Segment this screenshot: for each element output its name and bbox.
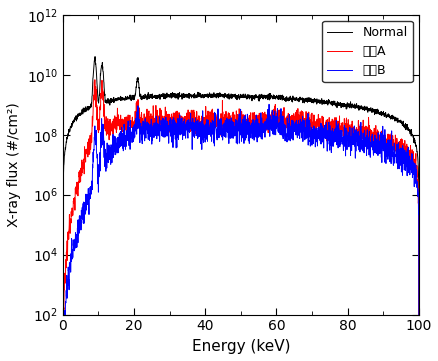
Line: 필터B: 필터B — [63, 104, 418, 315]
필터B — [223, 118, 229, 123]
필터B — [340, 148, 345, 153]
필터B — [60, 313, 66, 317]
Normal — [92, 55, 97, 59]
필터B — [266, 102, 271, 106]
Normal — [60, 182, 66, 187]
Y-axis label: X-ray flux (#/cm²): X-ray flux (#/cm²) — [7, 102, 21, 227]
필터A — [60, 313, 66, 317]
Legend: Normal, 필터A, 필터B: Normal, 필터A, 필터B — [321, 21, 412, 83]
필터B — [405, 155, 410, 160]
Line: Normal: Normal — [63, 57, 418, 315]
필터A — [224, 122, 229, 127]
필터A — [78, 173, 84, 177]
필터B — [405, 160, 410, 165]
Normal — [224, 93, 229, 97]
Normal — [78, 111, 84, 115]
필터B — [78, 208, 84, 213]
필터B — [415, 313, 420, 317]
필터A — [92, 78, 97, 82]
필터B — [233, 134, 238, 138]
필터A — [340, 126, 345, 130]
필터A — [405, 155, 410, 160]
필터A — [415, 313, 420, 317]
Normal — [405, 128, 410, 132]
Normal — [233, 95, 238, 100]
필터A — [405, 145, 410, 150]
필터A — [233, 109, 238, 113]
Normal — [340, 103, 345, 107]
Line: 필터A: 필터A — [63, 80, 418, 315]
X-axis label: Energy (keV): Energy (keV) — [191, 339, 290, 354]
Normal — [415, 313, 420, 317]
Normal — [405, 127, 410, 131]
